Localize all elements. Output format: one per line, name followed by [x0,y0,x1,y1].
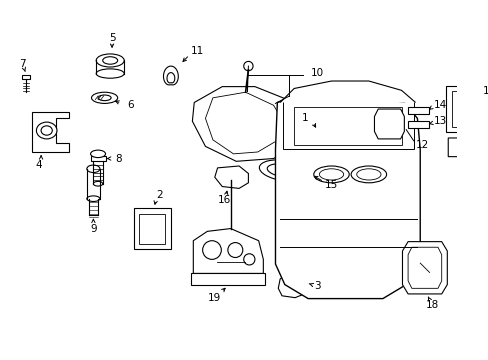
Polygon shape [139,213,165,243]
Ellipse shape [90,150,105,158]
Polygon shape [192,87,301,161]
Polygon shape [193,229,263,273]
Polygon shape [374,109,404,139]
Circle shape [227,243,243,257]
Polygon shape [402,242,447,294]
Text: 19: 19 [208,293,221,303]
Polygon shape [446,86,477,132]
Ellipse shape [36,122,57,139]
Text: 13: 13 [433,116,447,126]
Polygon shape [90,156,105,161]
Polygon shape [407,107,428,114]
Polygon shape [133,208,170,249]
Circle shape [243,254,254,265]
Ellipse shape [102,57,118,64]
Text: 11: 11 [190,46,203,56]
Ellipse shape [350,166,386,183]
Ellipse shape [91,92,118,103]
Polygon shape [407,247,441,288]
Text: 6: 6 [127,100,134,110]
Text: 17: 17 [482,86,488,96]
Text: 18: 18 [425,300,438,310]
Text: 10: 10 [310,68,324,78]
Circle shape [288,277,299,288]
Polygon shape [166,73,174,83]
Text: 12: 12 [415,140,428,149]
Polygon shape [296,135,343,169]
Polygon shape [447,138,471,157]
Polygon shape [214,166,248,188]
Text: 15: 15 [324,180,337,190]
Ellipse shape [87,165,100,172]
Ellipse shape [259,160,310,181]
Polygon shape [278,271,309,298]
Text: 8: 8 [115,153,122,163]
Polygon shape [283,103,413,149]
Polygon shape [294,107,401,144]
Text: 14: 14 [433,100,447,110]
Text: 5: 5 [108,33,115,43]
Polygon shape [280,81,415,103]
Polygon shape [407,121,428,128]
Polygon shape [205,92,283,154]
Text: 7: 7 [19,59,26,69]
Polygon shape [451,91,471,127]
Polygon shape [190,273,264,285]
Text: 3: 3 [314,282,320,292]
Ellipse shape [87,196,100,202]
Ellipse shape [98,95,111,101]
Ellipse shape [266,164,302,177]
Text: 2: 2 [156,190,163,200]
Text: 1: 1 [302,113,308,123]
Text: 16: 16 [217,195,230,204]
Ellipse shape [96,54,124,67]
Polygon shape [275,96,419,298]
Ellipse shape [319,169,343,180]
Ellipse shape [41,126,52,135]
Text: 9: 9 [90,224,97,234]
Polygon shape [32,112,69,152]
Circle shape [243,62,253,71]
Ellipse shape [96,69,124,78]
Polygon shape [304,141,335,163]
Ellipse shape [313,166,348,183]
Ellipse shape [93,181,102,186]
Ellipse shape [356,169,380,180]
Polygon shape [163,66,178,85]
Polygon shape [22,75,30,79]
Circle shape [202,241,221,259]
Text: 4: 4 [36,160,42,170]
